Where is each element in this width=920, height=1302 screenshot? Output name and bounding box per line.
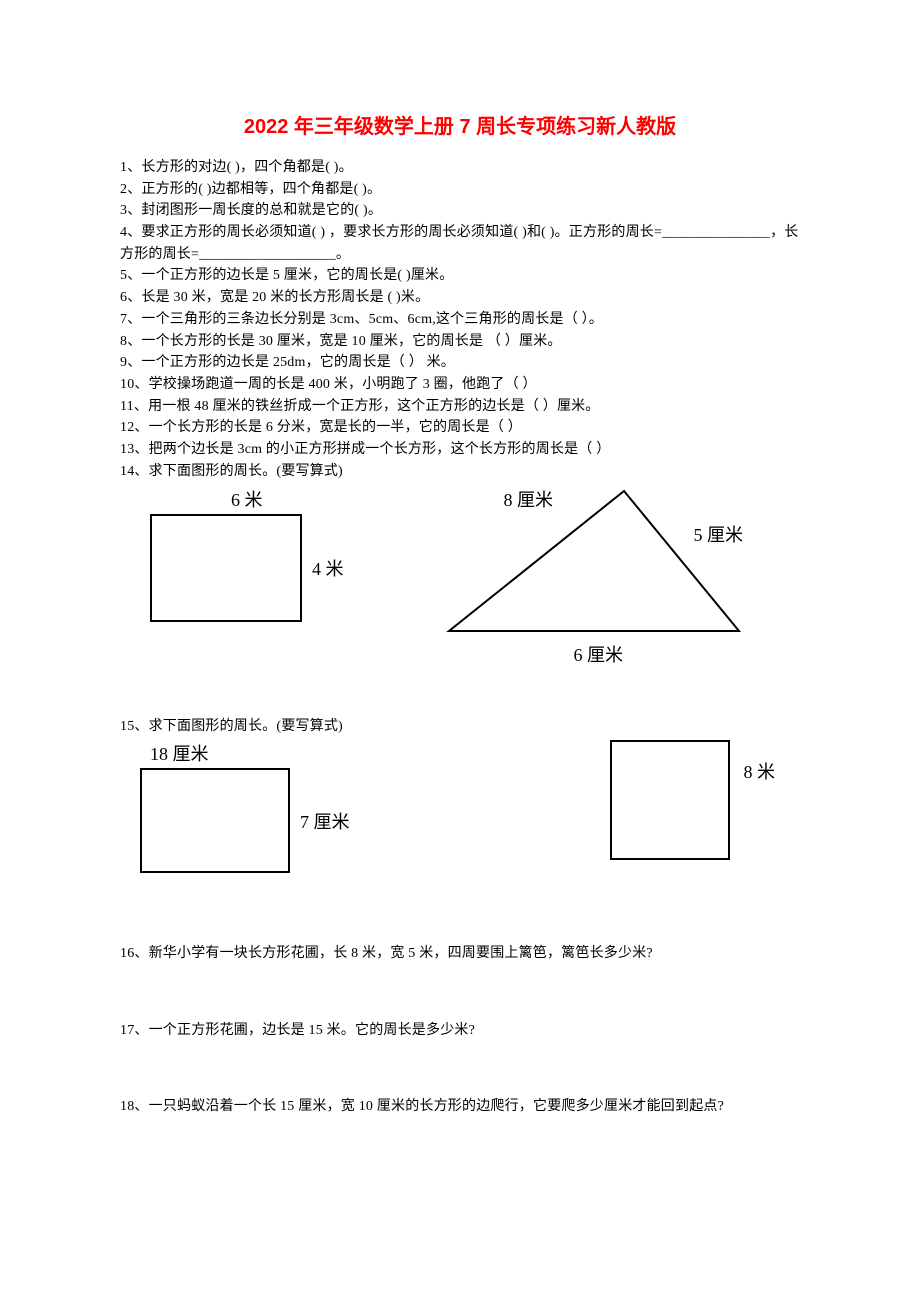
question-17: 17、一个正方形花圃，边长是 15 米。它的周长是多少米? <box>120 1020 800 1042</box>
figure-square-1: 8 米 <box>610 740 776 860</box>
rect2-top-label: 18 厘米 <box>150 740 350 766</box>
rect1-shape <box>150 514 302 622</box>
rect1-top-label: 6 米 <box>150 486 344 512</box>
tri-bottom-label: 6 厘米 <box>574 641 624 667</box>
question-4: 4、要求正方形的周长必须知道( ) ，要求长方形的周长必须知道( )和( )。正… <box>120 222 800 265</box>
question-5: 5、一个正方形的边长是 5 厘米，它的周长是( )厘米。 <box>120 265 800 287</box>
figure-rectangle-2: 18 厘米 7 厘米 <box>140 740 350 873</box>
worksheet-page: 2022 年三年级数学上册 7 周长专项练习新人教版 1、长方形的对边( )，四… <box>0 0 920 1302</box>
question-9: 9、一个正方形的边长是 25dm，它的周长是（ ） 米。 <box>120 352 800 374</box>
figure-triangle-1: 8 厘米 5 厘米 6 厘米 <box>444 486 744 646</box>
figure-row-15: 18 厘米 7 厘米 8 米 <box>120 740 800 873</box>
question-3: 3、封闭图形一周长度的总和就是它的( )。 <box>120 200 800 222</box>
question-8: 8、一个长方形的长是 30 厘米，宽是 10 厘米，它的周长是 （ ）厘米。 <box>120 331 800 353</box>
page-title: 2022 年三年级数学上册 7 周长专项练习新人教版 <box>120 110 800 139</box>
question-11: 11、用一根 48 厘米的铁丝折成一个正方形，这个正方形的边长是（ ）厘米。 <box>120 396 800 418</box>
figure-row-14: 6 米 4 米 8 厘米 5 厘米 6 厘米 <box>120 486 800 646</box>
question-2: 2、正方形的( )边都相等，四个角都是( )。 <box>120 179 800 201</box>
square1-right-label: 8 米 <box>744 758 776 784</box>
question-1: 1、长方形的对边( )，四个角都是( )。 <box>120 157 800 179</box>
triangle-shape <box>444 486 744 646</box>
question-16: 16、新华小学有一块长方形花圃，长 8 米，宽 5 米，四周要围上篱笆，篱笆长多… <box>120 943 800 965</box>
question-13: 13、把两个边长是 3cm 的小正方形拼成一个长方形，这个长方形的周长是（ ） <box>120 439 800 461</box>
rect2-right-label: 7 厘米 <box>300 808 350 834</box>
question-18: 18、一只蚂蚁沿着一个长 15 厘米，宽 10 厘米的长方形的边爬行，它要爬多少… <box>120 1096 800 1118</box>
square1-shape <box>610 740 730 860</box>
question-10: 10、学校操场跑道一周的长是 400 米，小明跑了 3 圈，他跑了（ ） <box>120 374 800 396</box>
tri-left-label: 8 厘米 <box>504 486 554 512</box>
question-15: 15、求下面图形的周长。(要写算式) <box>120 716 800 738</box>
rect1-right-label: 4 米 <box>312 555 344 581</box>
figure-rectangle-1: 6 米 4 米 <box>150 486 344 622</box>
question-14: 14、求下面图形的周长。(要写算式) <box>120 461 800 483</box>
tri-right-label: 5 厘米 <box>694 521 744 547</box>
question-6: 6、长是 30 米，宽是 20 米的长方形周长是 ( )米。 <box>120 287 800 309</box>
question-12: 12、一个长方形的长是 6 分米，宽是长的一半，它的周长是（ ） <box>120 417 800 439</box>
rect2-shape <box>140 768 290 873</box>
question-7: 7、一个三角形的三条边长分别是 3cm、5cm、6cm,这个三角形的周长是（ ）… <box>120 309 800 331</box>
